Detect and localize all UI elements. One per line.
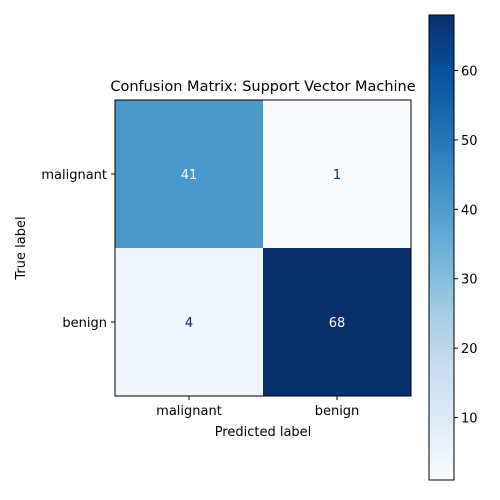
colorbar: 10 20 30 40 50 60 (428, 14, 478, 481)
x-tick-label-1: benign (315, 404, 360, 419)
colorbar-tick-label-0: 10 (461, 412, 478, 427)
matrix-cell-1-1 (263, 248, 411, 396)
colorbar-tick-label-4: 50 (461, 134, 478, 149)
matrix-cell-0-0 (115, 100, 263, 248)
y-axis-label: True label (14, 216, 29, 280)
colorbar-tick-label-5: 60 (461, 65, 478, 80)
y-tick-label-1: benign (62, 316, 107, 331)
colorbar-tick-label-2: 30 (461, 273, 478, 288)
plot-frame (114, 99, 412, 397)
x-axis-label: Predicted label (215, 425, 312, 440)
x-tick-label-0: malignant (156, 404, 222, 419)
cell-value-label-0-1: 1 (333, 168, 341, 183)
colorbar-tick-label-1: 20 (461, 342, 478, 357)
colorbar-tick-label-3: 40 (461, 203, 478, 218)
colorbar-gradient (428, 14, 455, 481)
chart-title: Confusion Matrix: Support Vector Machine (110, 79, 415, 95)
y-tick-label-0: malignant (41, 168, 107, 183)
cell-value-label-1-1: 68 (329, 316, 346, 331)
cell-value-label-0-0: 41 (181, 168, 198, 183)
matrix-cell-0-1 (263, 100, 411, 248)
matrix-cells: 41 1 4 68 malignant benign malignant benign (41, 99, 412, 419)
matrix-cell-1-0 (115, 248, 263, 396)
colorbar-ticks: 10 20 30 40 50 60 (454, 65, 478, 427)
cell-value-label-1-0: 4 (185, 316, 193, 331)
